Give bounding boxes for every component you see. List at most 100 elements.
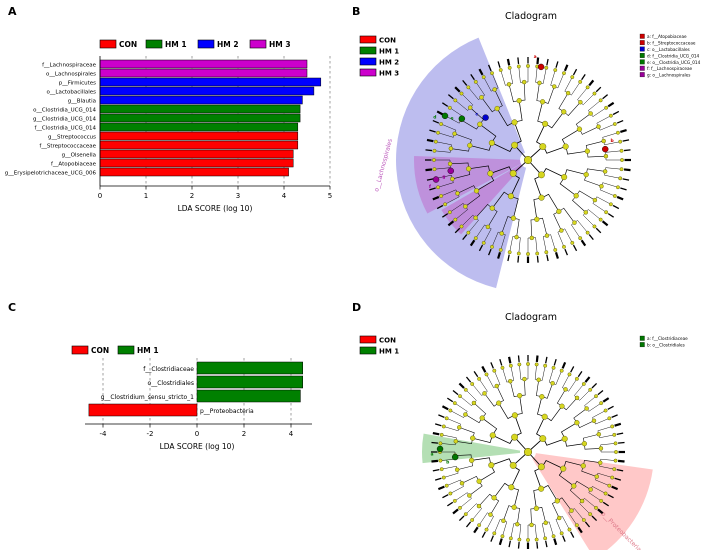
taxa-legend-label: a: f__Atopobiaceae [647,34,687,39]
taxon-node-e [458,115,466,122]
legend-swatch [359,57,377,66]
leaf-tick [431,459,439,463]
leaf-tick [553,538,558,546]
leaf-tick [432,119,440,124]
legend-swatch [71,345,89,355]
leaf-tick [473,526,479,534]
legend-label: HM 2 [217,40,239,49]
legend-item: CON [71,345,109,355]
leaf-tick [506,58,511,66]
lda-bar [99,122,299,132]
leaf-tick [572,68,578,76]
panel-b-label: B [352,5,361,18]
leaf-tick [473,370,479,378]
class-wedge [395,37,527,289]
leaf-tick [602,397,610,403]
taxa-legend-swatch [639,33,645,39]
leaf-tick [469,239,476,247]
leaf-tick [517,542,520,549]
leaf-tick [588,79,595,87]
legend-label: CON [119,40,137,49]
taxon-label: f__Clostridiaceae [143,366,194,373]
leaf-tick [426,138,434,143]
lda-bar [99,104,301,114]
leaf-tick [458,382,465,389]
leaf-tick [434,423,442,427]
taxon-node-g [447,167,454,175]
panel-d-label: D [352,301,362,314]
leaf-tick [432,431,440,436]
taxa-legend-label: b: f__Streptococcaceae [647,41,696,46]
taxon-node-a [436,445,444,453]
lda-bar [99,77,322,87]
leaf-tick [441,102,449,107]
leaf-tick [462,234,468,241]
legend-item: HM 2 [197,39,239,49]
legend-item: HM 3 [249,39,291,49]
legend-swatch [249,39,267,49]
leaf-tick [429,129,436,133]
leaf-tick [487,64,492,72]
lda-bar [88,403,198,417]
legend-label: CON [91,346,109,355]
leaf-tick [620,129,627,134]
taxon-label: o__Clostridia_UCG_014 [33,107,96,113]
panel-d-title: Cladogram [505,312,557,323]
leaf-tick [429,187,436,191]
leaf-tick [447,94,454,100]
leaf-tick [481,365,487,373]
leaf-tick [620,187,627,191]
taxa-legend-swatch [639,40,645,46]
leaf-tick [597,389,604,396]
lda-bar [99,113,301,123]
legend-label: HM 1 [165,40,187,49]
leaf-tick [497,252,502,259]
x-axis-label: LDA SCORE (log 10) [178,204,253,213]
x-tick-label: 5 [328,192,332,200]
leaf-tick [441,213,449,218]
leaf-tick [432,195,440,201]
leaf-tick [517,355,520,362]
leaf-tick [438,414,445,418]
legend-label: HM 2 [379,58,399,66]
leaf-tick [561,361,567,369]
legend-label: HM 1 [379,347,399,355]
leaf-tick [614,477,622,481]
legend-swatch [197,39,215,49]
leaf-tick [462,79,468,86]
leaf-tick [426,178,434,181]
legend-swatch [359,46,377,55]
legend-swatch [359,68,377,77]
leaf-tick [563,64,569,72]
taxon-label: g__Clostridium_sensu_stricto_1 [101,394,195,401]
legend-label: HM 1 [379,47,399,55]
leaf-tick [546,58,549,66]
x-tick-label: 4 [282,192,287,200]
leaf-tick [446,501,454,507]
x-tick-label: 2 [190,192,194,200]
class-wedge [441,164,523,235]
taxon-node-letter: a [534,55,537,60]
leaf-tick [437,485,445,491]
legend-item: HM 1 [145,39,187,49]
lda-bar [99,131,299,141]
taxon-label: f__Streptococcaceae [39,143,96,149]
leaf-tick [425,149,433,152]
leaf-tick [498,538,503,546]
legend-swatch [359,35,377,44]
leaf-tick [581,73,586,81]
taxon-label: p__Firmicutes [59,80,96,86]
lda-bar [99,158,294,168]
x-tick-label: 2 [242,430,246,438]
leaf-tick [595,227,602,234]
leaf-tick [499,358,503,366]
lda-bar [99,68,308,78]
taxon-label: o__Lachnospirales [46,71,96,77]
leaf-tick [481,531,486,538]
leaf-tick [602,94,609,100]
leaf-tick [607,494,614,499]
leaf-tick [507,356,512,364]
leaf-tick [601,220,609,227]
lda-bar [196,389,301,403]
